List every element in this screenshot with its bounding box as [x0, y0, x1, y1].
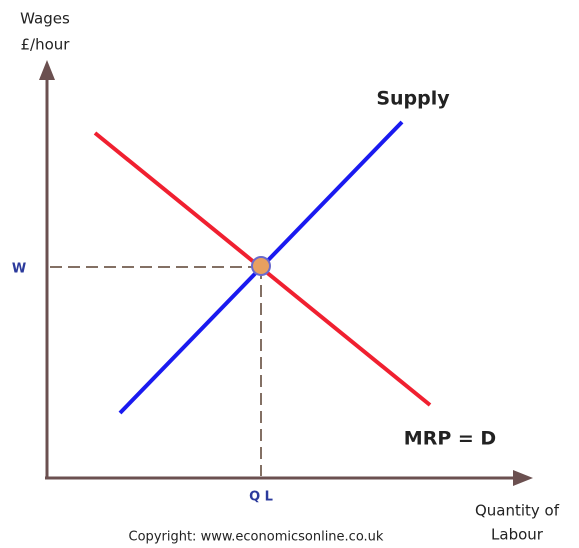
x-axis-label: Labour [491, 526, 544, 544]
quantity-label: Q L [249, 490, 273, 505]
wage-label: W [12, 262, 26, 277]
equilibrium-point [251, 256, 271, 276]
x-axis-arrow [513, 470, 533, 486]
y-axis-label: £/hour [21, 36, 71, 54]
x-axis-label: Quantity of [475, 502, 560, 520]
y-axis-label: Wages [20, 10, 70, 28]
demand-label: MRP = D [404, 428, 496, 450]
y-axis-arrow [39, 60, 55, 80]
copyright: Copyright: www.economicsonline.co.uk [129, 530, 384, 545]
supply-label: Supply [376, 88, 450, 110]
